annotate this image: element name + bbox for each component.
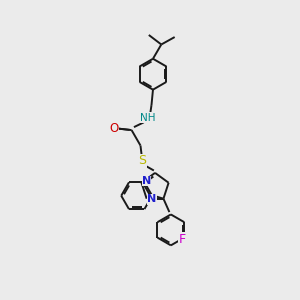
Text: N: N	[147, 194, 156, 204]
Text: O: O	[110, 122, 119, 135]
Text: NH: NH	[140, 112, 156, 123]
Text: F: F	[178, 232, 185, 246]
Text: N: N	[142, 176, 151, 186]
Text: S: S	[139, 154, 147, 167]
